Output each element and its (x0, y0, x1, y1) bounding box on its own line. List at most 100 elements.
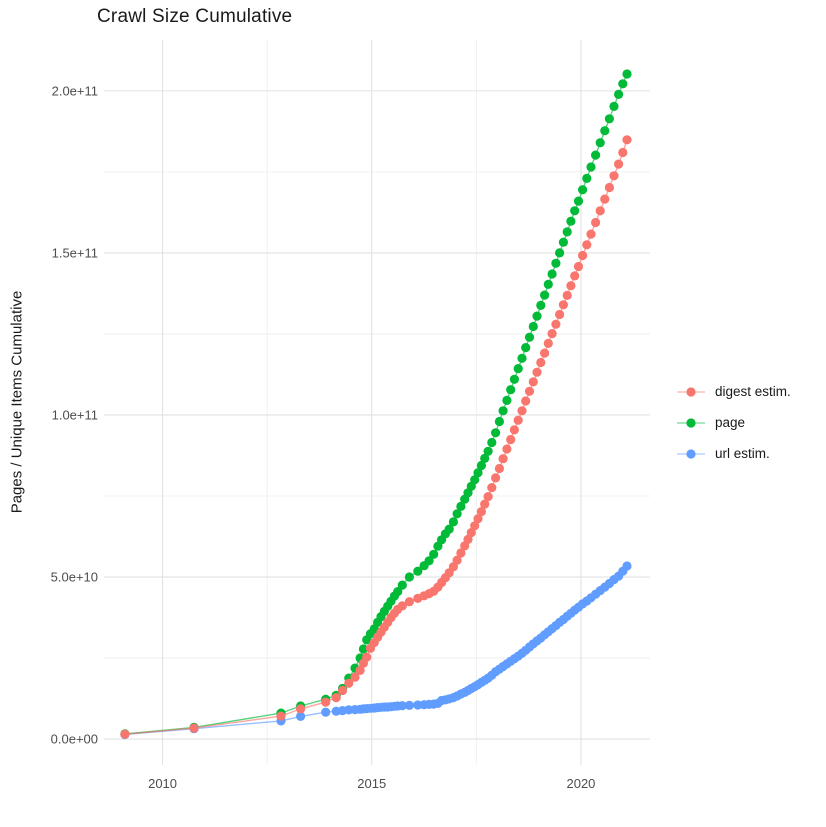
data-point-page (547, 269, 557, 279)
data-point-digest-estim (622, 135, 632, 145)
data-point-digest-estim (355, 665, 365, 676)
data-point-digest-estim (331, 693, 341, 703)
data-point-digest-estim (547, 329, 557, 339)
data-point-page (517, 353, 527, 363)
legend-label: url estim. (715, 446, 770, 461)
data-point-digest-estim (532, 367, 542, 377)
data-point-page (622, 69, 632, 79)
data-point-digest-estim (595, 206, 605, 216)
data-point-page (524, 332, 535, 342)
data-point-digest-estim (517, 406, 527, 416)
data-point-page (604, 114, 615, 124)
data-point-digest-estim (502, 444, 512, 454)
data-point-digest-estim (494, 463, 504, 474)
legend: digest estim. page url estim. (676, 381, 791, 474)
data-point-page (456, 501, 466, 511)
data-point-digest-estim (591, 217, 601, 228)
data-point-page (543, 279, 553, 289)
data-point-page (502, 395, 512, 405)
data-point-page (582, 173, 592, 183)
data-point-page (444, 524, 454, 534)
data-point-digest-estim (540, 348, 550, 358)
data-point-page (555, 248, 565, 258)
data-point-digest-estim (456, 548, 466, 558)
x-tick-label: 2020 (566, 776, 596, 791)
data-point-digest-estim (582, 240, 592, 250)
data-point-page (521, 343, 531, 353)
data-point-digest-estim (480, 499, 490, 509)
data-point-page (452, 509, 462, 519)
data-point-page (429, 549, 439, 559)
y-tick-label: 1.0e+11 (51, 407, 98, 423)
legend-key-icon (677, 417, 705, 428)
data-point-page (498, 406, 508, 416)
data-point-digest-estim (570, 271, 580, 281)
data-point-page (570, 206, 580, 216)
y-tick-label: 2.0e+11 (51, 83, 98, 99)
data-point-page (600, 126, 610, 136)
data-point-page (448, 517, 458, 527)
data-point-digest-estim (614, 159, 624, 169)
data-point-digest-estim (404, 597, 414, 607)
data-point-digest-estim (487, 483, 497, 493)
x-tick-label: 2015 (357, 776, 387, 791)
data-point-digest-estim (566, 281, 576, 291)
data-point-url-estim (404, 700, 414, 711)
data-point-digest-estim (483, 492, 493, 502)
data-point-digest-estim (337, 685, 348, 696)
data-point-page (609, 101, 619, 111)
data-point-digest-estim (558, 300, 569, 310)
data-point-digest-estim (470, 521, 480, 531)
data-point-page (591, 150, 601, 160)
data-point-digest-estim (321, 697, 331, 707)
data-point-digest-estim (296, 704, 306, 714)
data-point-page (562, 227, 572, 237)
data-point-page (595, 138, 605, 148)
y-tick-label: 5.0e+10 (50, 569, 98, 585)
data-point-digest-estim (524, 386, 535, 396)
data-point-page (566, 216, 576, 226)
data-point-page (480, 453, 490, 463)
data-point-digest-estim (452, 555, 462, 565)
data-point-digest-estim (476, 507, 486, 517)
chart-title: Crawl Size Cumulative (97, 6, 293, 27)
data-point-page (413, 566, 423, 576)
data-point-page (491, 428, 501, 438)
data-point-page (470, 475, 480, 485)
data-point-page (573, 196, 584, 206)
data-point-digest-estim (189, 723, 199, 733)
data-point-page (424, 556, 434, 566)
legend-key-icon (677, 386, 705, 397)
data-point-page (532, 311, 542, 321)
data-point-page (513, 364, 523, 374)
legend-item-digest-estim: digest estim. (676, 381, 791, 402)
data-point-page (614, 89, 624, 99)
legend-key-icon (677, 448, 705, 459)
data-point-digest-estim (491, 473, 501, 483)
data-point-page (506, 385, 516, 395)
data-point-digest-estim (609, 171, 619, 181)
data-point-digest-estim (397, 601, 407, 611)
legend-item-page: page (676, 412, 791, 433)
data-point-url-estim (296, 711, 306, 722)
data-point-url-estim (397, 701, 407, 711)
data-point-page (558, 237, 569, 247)
data-point-page (528, 321, 538, 332)
data-point-page (473, 468, 483, 478)
data-point-digest-estim (466, 528, 476, 538)
data-point-digest-estim (498, 454, 508, 464)
data-point-page (540, 290, 550, 300)
data-point-page (536, 300, 546, 310)
data-point-digest-estim (509, 425, 519, 435)
data-point-page (404, 572, 414, 582)
data-point-url-estim (622, 561, 632, 571)
data-point-digest-estim (543, 338, 553, 348)
legend-item-url-estim: url estim. (676, 443, 791, 464)
data-point-digest-estim (573, 261, 584, 272)
data-point-page (586, 162, 596, 172)
data-point-digest-estim (528, 377, 538, 387)
data-point-page (509, 374, 519, 384)
data-point-digest-estim (362, 652, 372, 662)
data-point-digest-estim (473, 514, 483, 524)
